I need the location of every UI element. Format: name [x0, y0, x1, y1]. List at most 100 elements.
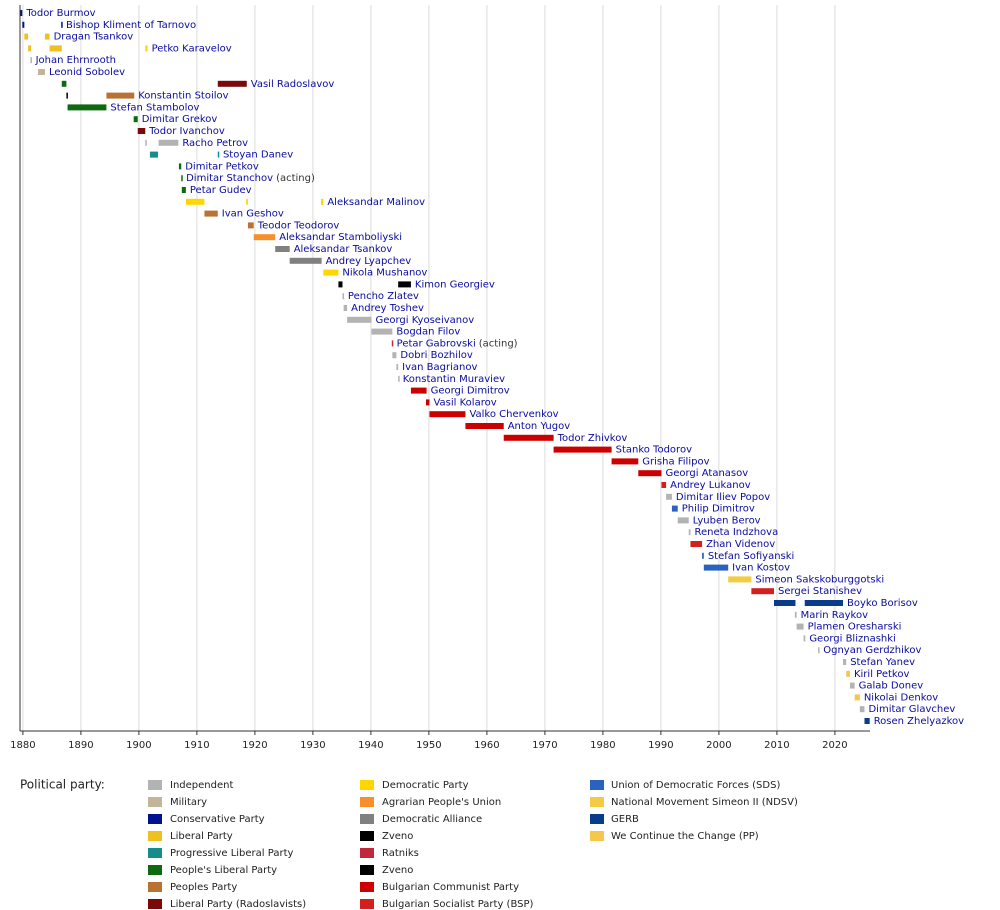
legend-swatch: [148, 899, 162, 909]
term-bar: [321, 198, 324, 205]
term-bar: [44, 33, 50, 40]
pm-name: Andrey Lukanov: [670, 480, 751, 491]
legend-swatch: [148, 780, 162, 790]
term-bar: [429, 411, 466, 418]
term-bar: [342, 293, 344, 300]
legend-label: Zveno: [382, 831, 413, 842]
pm-name: Lyuben Berov: [693, 515, 761, 526]
pm-name: Georgi Dimitrov: [431, 386, 510, 397]
term-bar: [178, 163, 182, 170]
pm-name: Kimon Georgiev: [415, 279, 495, 290]
pm-name: Petar Gudev: [190, 185, 252, 196]
pm-label: Ivan Bagrianov: [402, 362, 477, 373]
pm-label: Plamen Oresharski: [808, 622, 902, 633]
term-bar: [343, 305, 348, 311]
pm-name: Zhan Videnov: [706, 539, 775, 550]
term-bar: [410, 387, 427, 394]
legend-label: Bulgarian Socialist Party (BSP): [382, 899, 534, 910]
term-bar: [818, 647, 820, 654]
pm-name: Aleksandar Tsankov: [294, 244, 393, 255]
pm-label: Todor Zhivkov: [557, 433, 628, 444]
term-bar: [61, 80, 67, 87]
pm-name: Dimitar Petkov: [185, 161, 259, 172]
pm-name: Johan Ehrnrooth: [35, 55, 116, 66]
pm-label: Aleksandar Tsankov: [294, 244, 393, 255]
term-bar: [253, 234, 276, 241]
pm-name: Grisha Filipov: [642, 456, 709, 467]
pm-note: (acting): [479, 338, 518, 349]
term-bar: [145, 45, 148, 52]
term-bar: [145, 139, 147, 146]
term-bar: [217, 151, 220, 158]
pm-label: Sergei Stanishev: [778, 586, 862, 597]
legend-label: Zveno: [382, 865, 413, 876]
pm-name: Dimitar Iliev Popov: [676, 492, 770, 503]
legend-label: Conservative Party: [170, 814, 265, 825]
pm-label: Georgi Dimitrov: [431, 386, 510, 397]
pm-label: Reneta Indzhova: [694, 527, 778, 538]
legend-label: Independent: [170, 780, 233, 791]
term-bar: [247, 222, 254, 229]
pm-label: Stefan Sofiyanski: [708, 551, 795, 562]
term-bar: [67, 104, 107, 111]
term-bar: [371, 328, 393, 335]
term-bar: [289, 257, 322, 264]
term-bar: [275, 246, 290, 252]
pm-label: Georgi Atanasov: [665, 468, 748, 479]
pm-label: Anton Yugov: [508, 421, 570, 432]
x-tick-label: 1980: [590, 740, 615, 751]
pm-label: Ivan Geshov: [222, 209, 284, 220]
term-bar: [391, 340, 394, 347]
legend-label: Liberal Party: [170, 831, 233, 842]
x-tick-label: 1880: [10, 740, 35, 751]
x-tick-label: 1890: [68, 740, 93, 751]
pm-name: Vasil Kolarov: [433, 397, 496, 408]
legend-title: Political party:: [20, 778, 105, 792]
pm-label: Dimitar Grekov: [142, 114, 218, 125]
term-bar: [843, 659, 847, 665]
pm-label: Dragan Tsankov: [54, 32, 134, 43]
pm-name: Sergei Stanishev: [778, 586, 862, 597]
term-bar: [677, 517, 689, 524]
term-bar: [794, 611, 797, 618]
pm-name: Georgi Kyoseivanov: [375, 315, 474, 326]
x-tick-label: 1910: [184, 740, 209, 751]
legend-swatch: [360, 797, 374, 807]
term-bar: [398, 281, 411, 288]
x-tick-label: 1950: [416, 740, 441, 751]
x-tick-label: 1990: [648, 740, 673, 751]
term-bar: [611, 458, 639, 465]
legend-swatch: [590, 780, 604, 790]
pm-name: Stefan Stambolov: [110, 102, 199, 113]
term-bar: [158, 139, 179, 146]
pm-name: Petko Karavelov: [152, 43, 232, 54]
pm-name: Kiril Petkov: [854, 669, 909, 680]
x-tick-label: 1900: [126, 740, 151, 751]
pm-label: Andrey Lukanov: [670, 480, 751, 491]
term-bar: [181, 175, 183, 182]
x-tick-label: 1970: [532, 740, 557, 751]
x-tick-label: 2010: [764, 740, 789, 751]
pm-name: Galab Donev: [859, 681, 924, 692]
legend-swatch: [148, 848, 162, 858]
pm-name: Georgi Atanasov: [665, 468, 748, 479]
term-bar: [396, 364, 399, 370]
legend-swatch: [148, 865, 162, 875]
legend-swatch: [148, 831, 162, 841]
x-tick-label: 1960: [474, 740, 499, 751]
pm-label: Dimitar Iliev Popov: [676, 492, 770, 503]
term-bar: [553, 446, 612, 453]
term-bar: [181, 187, 186, 193]
term-bar: [804, 600, 844, 606]
term-bar: [133, 116, 138, 123]
term-bar: [702, 552, 704, 559]
legend-swatch: [590, 797, 604, 807]
term-bar: [688, 529, 691, 536]
pm-name: Reneta Indzhova: [694, 527, 778, 538]
term-bar: [661, 482, 667, 488]
x-tick-label: 1920: [242, 740, 267, 751]
pm-name: Teodor Teodorov: [257, 220, 340, 231]
term-bar: [728, 576, 752, 583]
x-tick-label: 1930: [300, 740, 325, 751]
